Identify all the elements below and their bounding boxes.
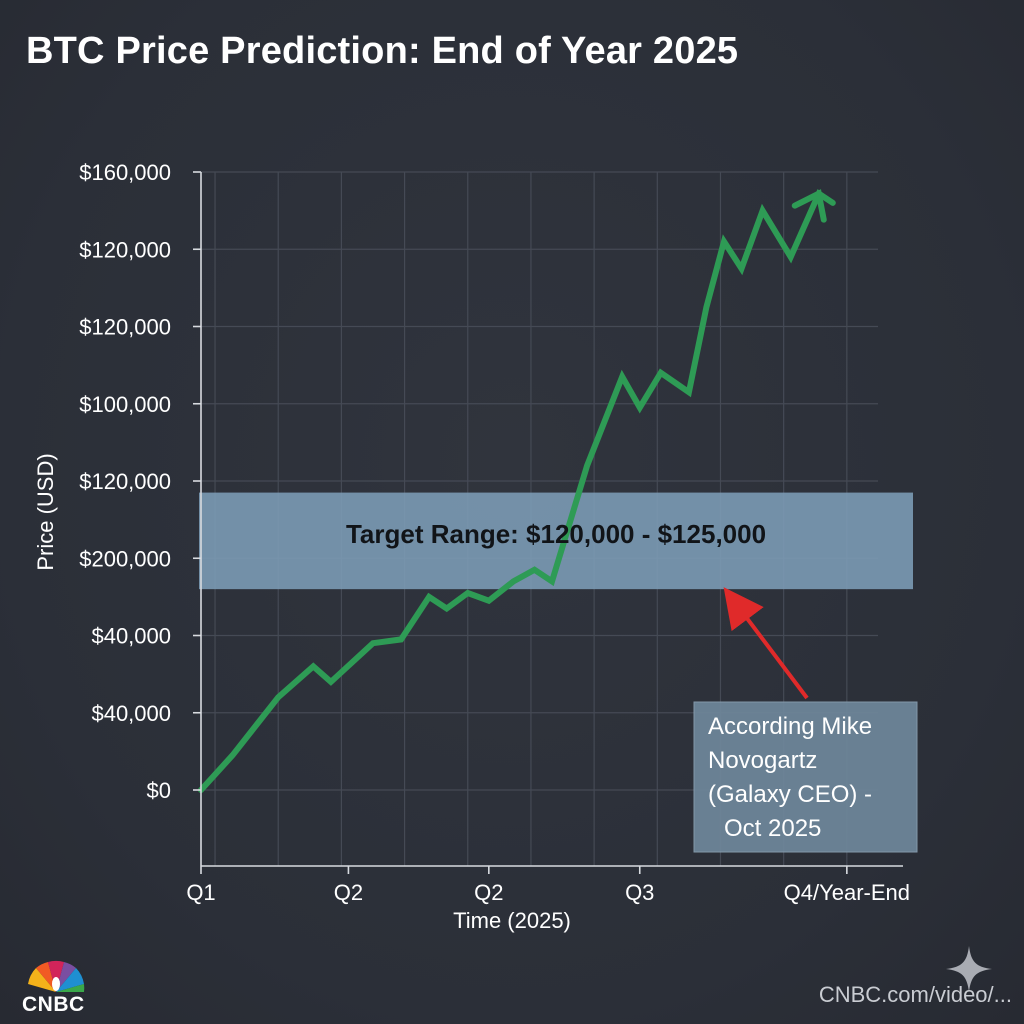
- x-tick-label: Q2: [474, 880, 503, 905]
- y-tick-label: $0: [147, 778, 171, 803]
- annotation-line: According Mike: [708, 713, 872, 740]
- series-layer: [198, 189, 836, 793]
- target-range-label: Target Range: $120,000 - $125,000: [346, 519, 766, 549]
- y-tick-label: $40,000: [91, 624, 171, 649]
- cnbc-logo-text: CNBC: [22, 993, 85, 1016]
- x-axis-title: Time (2025): [453, 908, 571, 933]
- y-tick-label: $100,000: [79, 392, 171, 417]
- annotation-line: Novogartz: [708, 747, 817, 774]
- y-tick-label: $120,000: [79, 315, 171, 340]
- source-credit[interactable]: CNBC.com/video/...: [818, 982, 1012, 1007]
- annotation-box: [693, 701, 918, 853]
- btc-price-line: [198, 189, 836, 793]
- y-axis-title: Price (USD): [33, 453, 58, 570]
- y-tick-label: $120,000: [79, 237, 171, 262]
- x-tick-label: Q2: [334, 880, 363, 905]
- y-tick-label: $200,000: [79, 546, 171, 571]
- x-tick-label: Q3: [625, 880, 654, 905]
- sparkle-icon: [946, 946, 992, 992]
- annotation-layer: Target Range: $120,000 - $125,000 Accordi…: [346, 519, 918, 853]
- x-tick-label: Q4/Year-End: [784, 880, 910, 905]
- y-tick-label: $40,000: [91, 701, 171, 726]
- line-end-arrow: [791, 189, 827, 223]
- y-tick-label: $120,000: [79, 469, 171, 494]
- annotation-line: (Galaxy CEO) -: [708, 781, 872, 808]
- annotation-line: Oct 2025: [724, 815, 821, 842]
- axes: [193, 171, 903, 874]
- chart-title: BTC Price Prediction: End of Year 2025: [26, 30, 739, 72]
- tick-labels: $0 $40,000 $40,000 $200,000 $120,000 $100,000…: [33, 160, 910, 933]
- annotation-arrow: [723, 587, 809, 700]
- x-tick-label: Q1: [186, 880, 215, 905]
- y-tick-label: $160,000: [79, 160, 171, 185]
- nbc-peacock-icon: [28, 960, 85, 992]
